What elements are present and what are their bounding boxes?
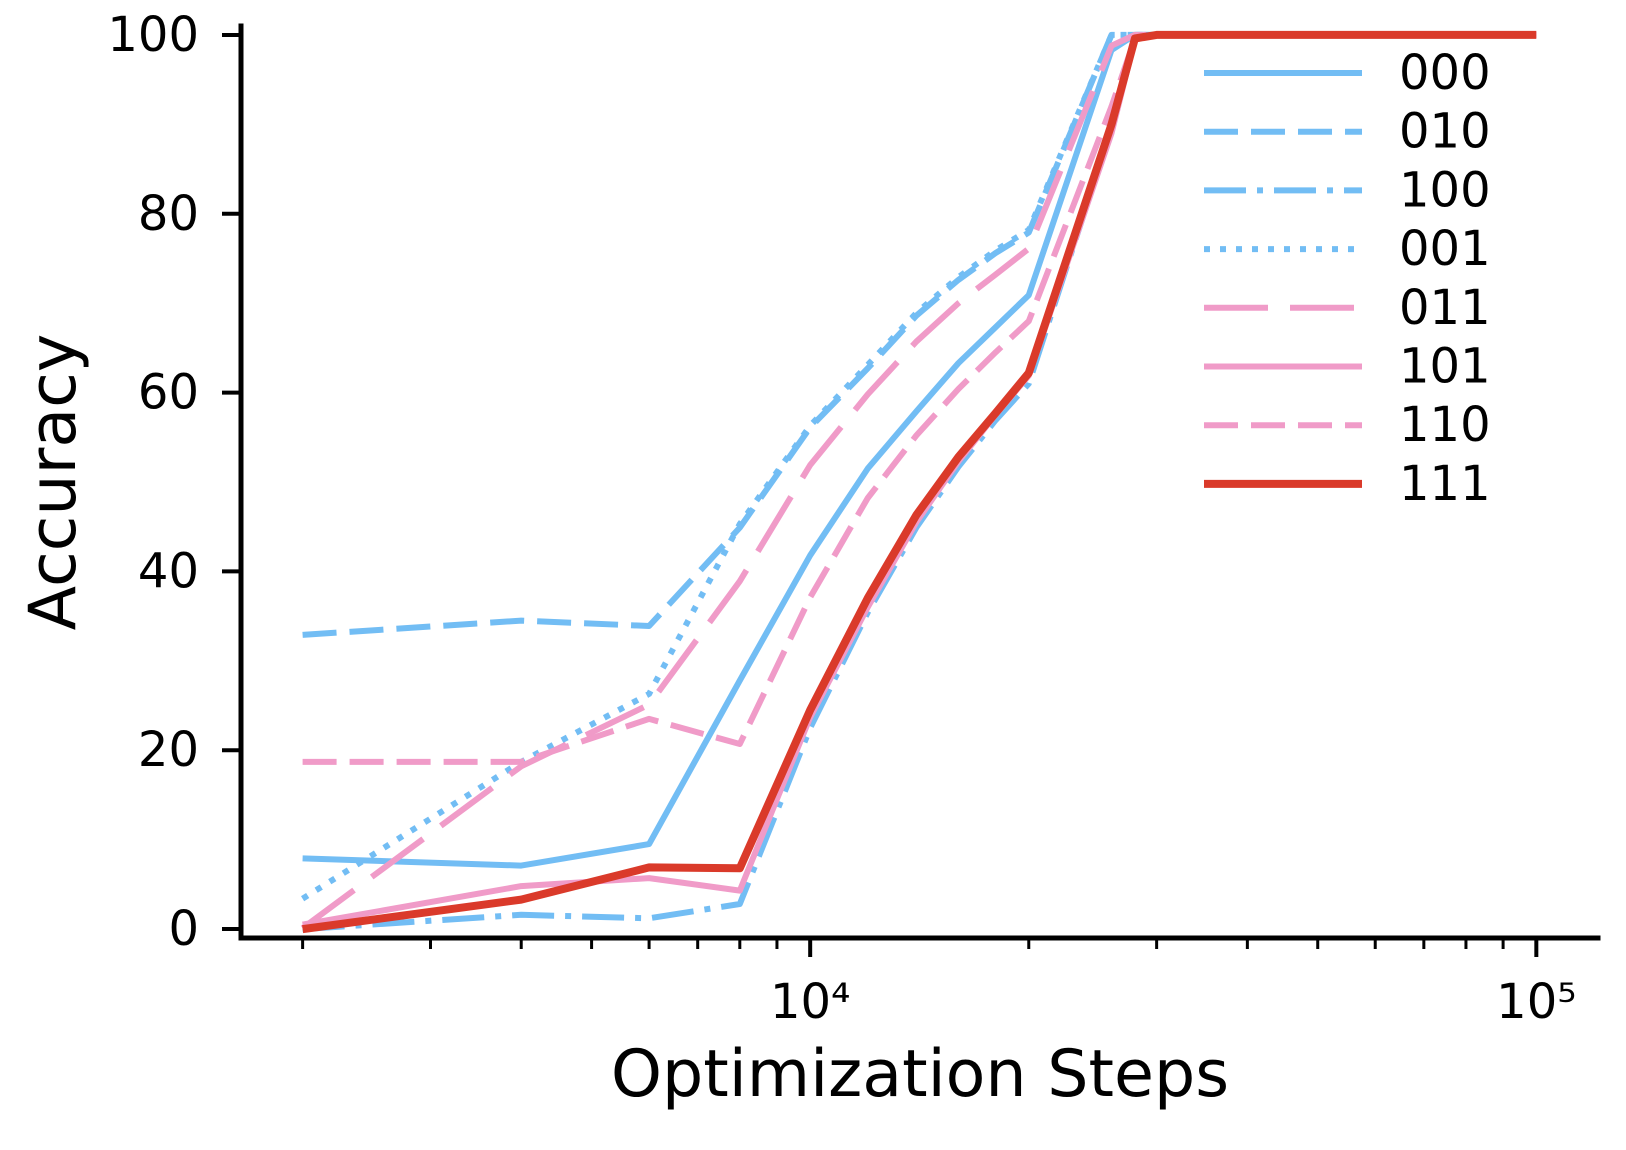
legend-label-001: 001 [1399, 221, 1491, 277]
legend-entry-010: 010 [1204, 104, 1491, 160]
x-tick-label: 10⁵ [1496, 974, 1576, 1030]
legend-label-110: 110 [1399, 397, 1491, 453]
legend-entry-000: 000 [1204, 45, 1491, 101]
y-tick-label: 40 [138, 543, 199, 599]
legend-entry-100: 100 [1204, 162, 1491, 218]
y-tick-label: 20 [138, 722, 199, 778]
legend-entry-101: 101 [1204, 339, 1491, 395]
tick-layer: 0 20 40 60 80 100 10⁴ 10⁵ [107, 7, 1576, 1030]
legend-entry-001: 001 [1204, 221, 1491, 277]
series-line-011 [300, 31, 1537, 931]
axes-spines [238, 23, 1601, 941]
legend-label-101: 101 [1399, 339, 1491, 395]
legend-label-000: 000 [1399, 45, 1491, 101]
y-tick-label: 60 [138, 365, 199, 421]
y-tick-label: 0 [168, 901, 199, 957]
series-layer [300, 30, 1537, 934]
y-tick-label: 100 [107, 7, 199, 63]
y-tick-label: 80 [138, 186, 199, 242]
legend-label-100: 100 [1399, 162, 1491, 218]
legend-entry-011: 011 [1204, 280, 1491, 336]
series-line-001 [301, 31, 1537, 902]
legend-label-111: 111 [1399, 456, 1491, 512]
series-line-111 [302, 30, 1537, 934]
series-line-000 [302, 31, 1537, 869]
legend-entry-111: 111 [1204, 456, 1491, 512]
y-axis-label: Accuracy [16, 334, 91, 631]
series-line-110 [302, 31, 1537, 765]
legend-label-010: 010 [1399, 104, 1491, 160]
legend-entry-110: 110 [1204, 397, 1491, 453]
legend-label-011: 011 [1399, 280, 1491, 336]
x-axis-label: Optimization Steps [611, 1037, 1229, 1112]
x-tick-label: 10⁴ [770, 974, 850, 1030]
